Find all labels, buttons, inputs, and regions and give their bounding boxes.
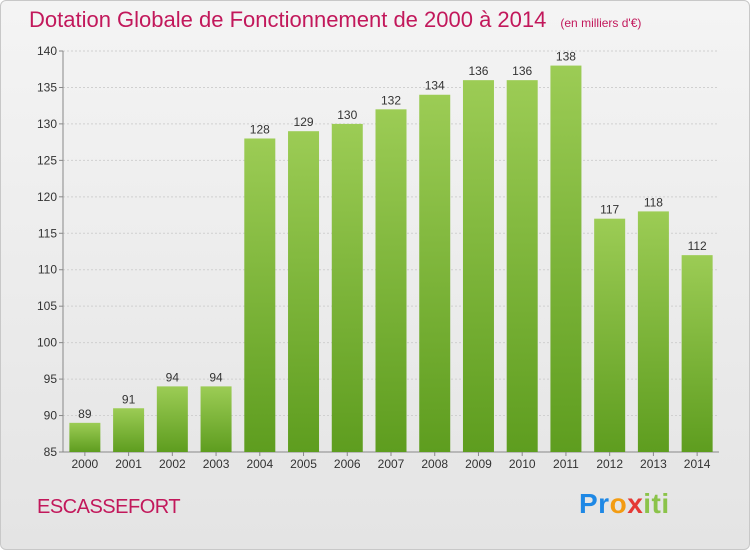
x-tick-label: 2008 [421, 457, 448, 471]
y-tick-label: 115 [38, 226, 57, 240]
logo-part-x: x [627, 488, 644, 519]
x-tick-label: 2012 [596, 457, 623, 471]
x-tick-label: 2003 [203, 457, 230, 471]
bar-2005[interactable] [288, 131, 320, 452]
proxiti-logo[interactable]: Proxiti [579, 488, 670, 520]
bar-2009[interactable] [462, 80, 494, 452]
logo-part-iti: iti [643, 488, 670, 519]
x-tick-label: 2010 [509, 457, 536, 471]
x-tick-label: 2011 [553, 457, 579, 471]
bar-value-label: 112 [688, 239, 707, 253]
bar-2006[interactable] [331, 123, 363, 452]
x-tick-label: 2014 [684, 457, 711, 471]
y-tick-label: 100 [37, 336, 57, 350]
bar-value-label: 118 [644, 195, 663, 209]
y-tick-label: 120 [37, 190, 57, 204]
x-tick-label: 2002 [159, 457, 186, 471]
bar-2014[interactable] [681, 255, 713, 452]
x-tick-label: 2000 [72, 457, 99, 471]
bar-value-label: 138 [556, 50, 576, 64]
bar-2007[interactable] [375, 109, 407, 452]
bar-2011[interactable] [550, 65, 582, 452]
x-tick-label: 2005 [290, 457, 317, 471]
y-tick-label: 90 [44, 409, 58, 423]
bar-value-label: 94 [166, 370, 180, 384]
bars [69, 65, 713, 452]
bar-2012[interactable] [594, 218, 626, 452]
x-tick-label: 2007 [378, 457, 405, 471]
bar-value-label: 129 [294, 115, 314, 129]
bar-value-label: 134 [425, 79, 445, 93]
bar-2008[interactable] [419, 94, 451, 452]
chart-subtitle: (en milliers d'€) [560, 16, 642, 30]
y-tick-label: 85 [44, 445, 58, 459]
y-tick-label: 140 [37, 44, 57, 58]
x-tick-label: 2009 [465, 457, 492, 471]
bar-2010[interactable] [506, 80, 538, 452]
labels: 85 90 95 100 105 110 115 120 125 130 135 140 89 2000 9… [37, 44, 711, 471]
y-tick-label: 125 [37, 153, 57, 167]
bar-value-label: 132 [381, 93, 401, 107]
bar-2004[interactable] [244, 138, 276, 452]
chart-title: Dotation Globale de Fonctionnement de 20… [29, 7, 641, 33]
y-tick-label: 105 [37, 299, 57, 313]
bar-value-label: 128 [250, 122, 270, 136]
chart-title-text: Dotation Globale de Fonctionnement de 20… [29, 7, 547, 32]
x-tick-label: 2006 [334, 457, 361, 471]
x-tick-label: 2013 [640, 457, 667, 471]
y-tick-label: 130 [37, 117, 57, 131]
x-tick-label: 2001 [115, 457, 142, 471]
logo-part-pr: Pr [579, 488, 610, 519]
commune-name: ESCASSEFORT [37, 496, 181, 518]
bar-value-label: 89 [78, 407, 92, 421]
y-tick-label: 135 [37, 80, 57, 94]
bar-2013[interactable] [637, 211, 669, 452]
bar-value-label: 94 [209, 370, 223, 384]
bar-value-label: 130 [337, 108, 357, 122]
y-tick-label: 110 [38, 263, 57, 277]
bar-value-label: 136 [468, 64, 488, 78]
bar-2003[interactable] [200, 386, 232, 452]
y-tick-label: 95 [44, 372, 58, 386]
bar-2001[interactable] [113, 408, 145, 452]
bar-value-label: 117 [600, 203, 619, 217]
bar-2002[interactable] [156, 386, 188, 452]
x-tick-label: 2004 [246, 457, 273, 471]
bar-value-label: 91 [122, 392, 136, 406]
logo-part-o: o [609, 488, 628, 519]
bar-2000[interactable] [69, 422, 101, 452]
bar-value-label: 136 [512, 64, 532, 78]
